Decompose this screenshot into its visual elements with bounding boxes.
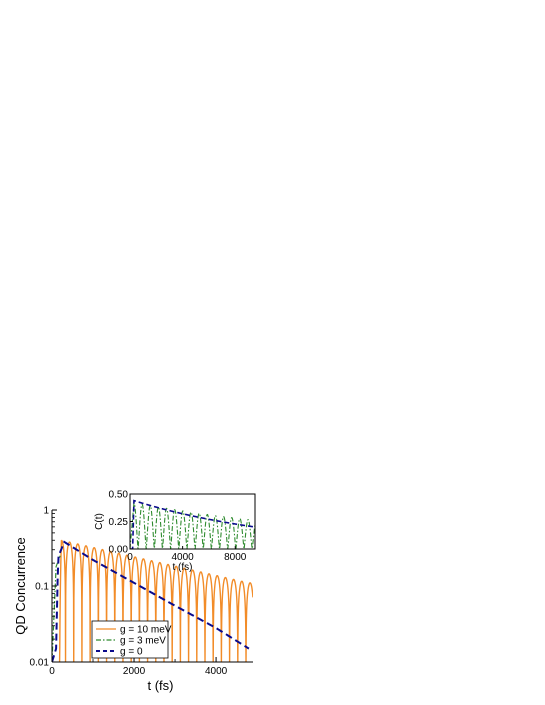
inset-y-tick-label: 0.50 [109,490,129,501]
main-y-tick-label: 0.1 [35,582,49,593]
inset-x-tick-label: 4000 [172,552,195,563]
main-y-tick-label: 1 [43,506,49,517]
series-g0-line [52,540,250,662]
inset-series-g0-line [130,499,255,549]
main-series-group [52,539,253,662]
main-x-tick-label: 4000 [205,666,228,677]
inset-plot: 0.00 0.25 0.50 0 4000 8000 t (fs) C(t) [94,490,256,573]
main-x-tick-label: 0 [49,666,55,677]
main-x-axis-label: t (fs) [148,678,174,693]
inset-x-tick-label: 0 [127,552,133,563]
inset-y-tick-label: 0.00 [109,545,129,556]
inset-x-tick-label: 8000 [224,552,247,563]
inset-x-axis-label: t (fs) [173,562,193,573]
inset-series-group [130,499,255,549]
legend-entry-label: g = 0 [120,647,143,658]
main-x-tick-label: 2000 [123,666,146,677]
legend-entry-label: g = 3 meV [120,636,166,647]
legend-entry-label: g = 10 meV [120,625,172,636]
inset-y-tick-label: 0.25 [109,517,129,528]
main-y-tick-label: 0.01 [30,658,50,669]
series-g10-line [58,539,253,662]
main-y-axis-label: QD Concurrence [13,537,28,635]
inset-y-axis-label: C(t) [94,513,105,530]
inset-series-g3-line [130,501,255,549]
series-g3-line [52,555,61,662]
